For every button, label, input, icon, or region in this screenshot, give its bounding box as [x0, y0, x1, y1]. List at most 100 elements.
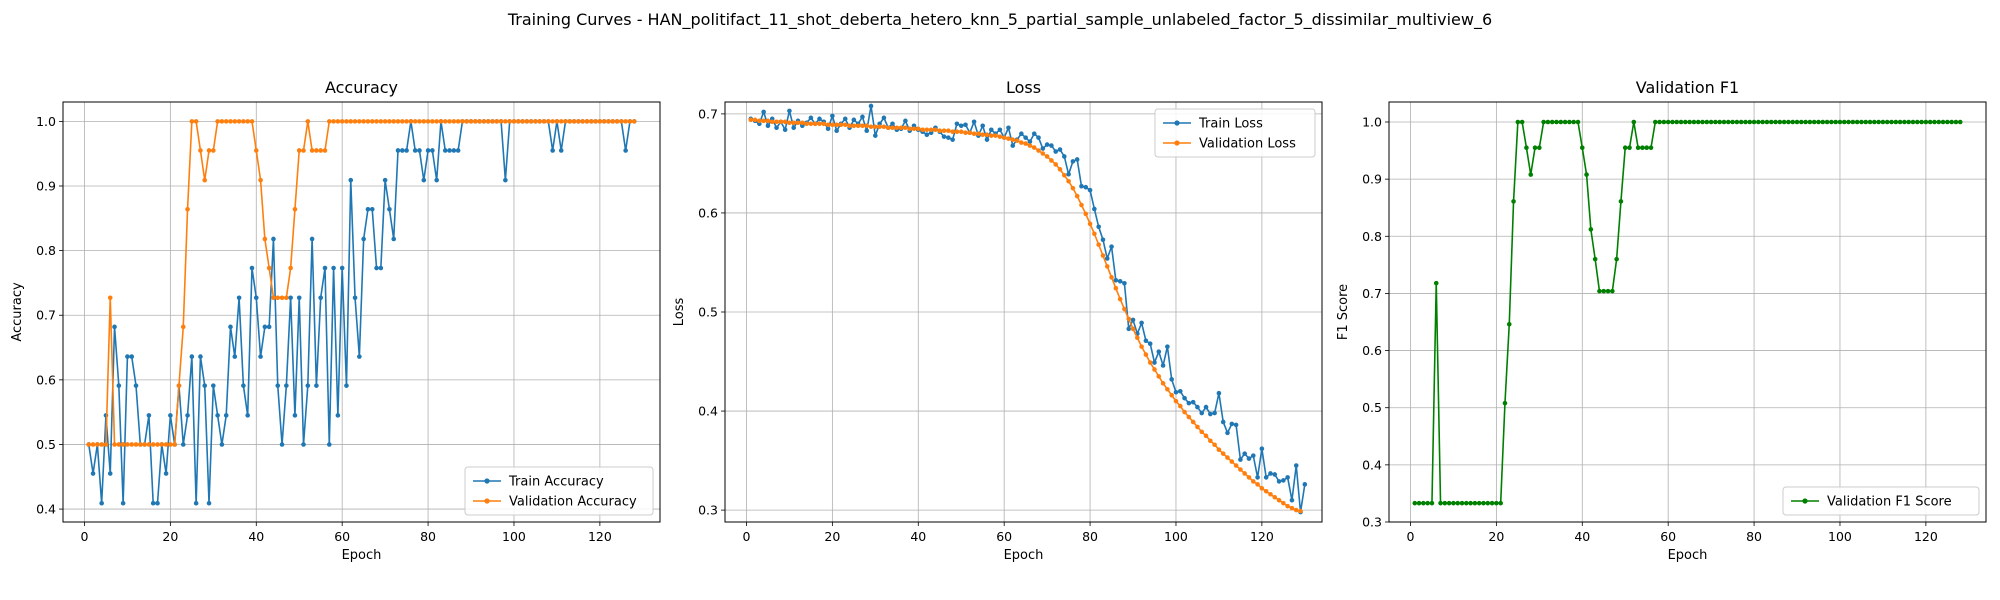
p0-series-0-point [412, 148, 418, 153]
p2-x-tick-label: 100 [1828, 529, 1852, 544]
p1-series-0-point [1074, 157, 1080, 162]
p0-series-0-point [326, 442, 332, 447]
p1-series-1-point [1019, 140, 1024, 145]
p0-series-1-point [163, 442, 169, 447]
p1-series-1-point [1276, 497, 1282, 503]
p0-series-1-point [503, 119, 508, 124]
p0-series-1-point [584, 119, 590, 124]
p0-series-1-point [511, 119, 517, 124]
p0-x-tick-label: 40 [248, 529, 264, 544]
p1-series-1-point [795, 120, 801, 126]
p1-series-1-point [967, 130, 973, 136]
p0-series-0-point [120, 500, 126, 506]
p1-series-0-point [881, 115, 887, 121]
p2-x-axis-label: Epoch [1668, 548, 1708, 563]
p1-series-1-point [830, 122, 835, 128]
p1-series-1-point [920, 127, 925, 133]
p0-y-tick-label: 0.4 [36, 502, 56, 517]
p1-series-0-point [1010, 143, 1016, 148]
p0-series-1-point [352, 119, 358, 124]
p2-series-0-point [1614, 256, 1619, 262]
p2-series-0-point [1910, 119, 1916, 125]
p0-series-1-point [99, 442, 104, 447]
p1-series-1-point [1173, 398, 1179, 404]
p0-series-0-point [253, 295, 259, 301]
p0-series-0-point [352, 295, 358, 301]
p0-series-0-point [331, 265, 336, 271]
p1-series-1-point [765, 118, 771, 124]
p0-series-0-point [284, 383, 289, 388]
p0-series-1-point [400, 119, 405, 124]
p0-series-1-point [507, 119, 512, 124]
p1-series-0-point [1302, 482, 1308, 487]
p1-x-tick-label: 40 [910, 529, 926, 544]
p0-legend-marker-1 [484, 498, 490, 504]
p1-series-0-point [1066, 172, 1071, 177]
p2-series-0-point [1468, 500, 1473, 506]
p0-x-axis-label: Epoch [342, 548, 382, 563]
p1-series-0-point [1006, 125, 1011, 131]
p1-series-1-point [1122, 306, 1127, 312]
p2-series-0-point [1644, 145, 1649, 151]
p1-series-1-point [1208, 438, 1213, 444]
p1-series-0-point [1169, 377, 1174, 382]
p2-series-0-point [1794, 119, 1800, 125]
p0-series-1-point [588, 119, 594, 124]
p2-series-0-point [1717, 119, 1723, 125]
p1-series-0-point [1147, 341, 1153, 347]
p1-series-1-point [860, 123, 865, 129]
p2-series-0-point [1932, 119, 1937, 125]
p1-series-1-point [1057, 167, 1063, 172]
p2-series-0-point [1829, 119, 1834, 125]
p2-series-0-point [1704, 119, 1710, 125]
p1-series-1-point [1096, 242, 1101, 247]
p2-y-tick-label: 0.5 [1362, 400, 1382, 415]
p0-series-0-point [262, 324, 268, 330]
p0-series-1-point [318, 148, 324, 153]
p1-series-1-point [1070, 185, 1076, 191]
p2-series-0-point [1498, 500, 1503, 506]
p1-legend-label-1: Validation Loss [1199, 137, 1296, 152]
p2-series-0-point [1726, 119, 1731, 125]
p0-series-1-point [378, 119, 384, 124]
p0-series-0-point [258, 354, 263, 359]
p0-series-1-point [292, 206, 298, 212]
p0-series-1-point [284, 295, 289, 301]
p1-series-1-point [804, 121, 809, 127]
p1-series-1-point [1263, 488, 1269, 494]
p0-series-1-point [563, 119, 568, 124]
p2-series-0-point [1515, 119, 1521, 125]
p2-series-0-point [1927, 119, 1933, 125]
p1-series-1-point [808, 121, 814, 127]
p2-series-0-point [1906, 119, 1911, 125]
p1-x-tick-label: 60 [996, 529, 1012, 544]
p1-series-1-point [1117, 296, 1123, 302]
p0-series-0-point [344, 383, 349, 388]
p2-series-0-point [1734, 119, 1740, 125]
p2-axes-frame [1388, 101, 1987, 523]
p0-series-0-point [99, 500, 104, 506]
p0-series-1-point [619, 119, 624, 124]
p1-series-1-point [924, 127, 930, 133]
p2-series-0-point [1610, 288, 1615, 294]
p0-series-0-point [241, 383, 246, 388]
p2-y-tick-label: 0.9 [1362, 172, 1382, 187]
p1-series-1-point [1285, 503, 1290, 509]
p1-series-1-point [1079, 202, 1084, 208]
p0-series-1-point [331, 119, 336, 124]
p1-series-1-point [838, 122, 844, 128]
p1-series-1-point [769, 119, 775, 125]
p1-series-0-point [980, 123, 985, 129]
p1-series-1-point [1289, 505, 1295, 511]
p0-series-1-point [425, 119, 431, 124]
p2-y-tick-label: 1.0 [1362, 115, 1382, 130]
p0-series-0-point [211, 383, 216, 388]
p0-series-1-point [138, 442, 143, 447]
p2-series-0-point [1622, 145, 1628, 151]
p1-series-0-point [1044, 142, 1050, 147]
p1-series-0-point [791, 125, 797, 131]
p1-x-tick-label: 20 [824, 529, 840, 544]
p0-series-1-point [541, 119, 547, 124]
p2-series-0-point [1455, 500, 1461, 506]
p0-series-1-point [468, 119, 474, 124]
